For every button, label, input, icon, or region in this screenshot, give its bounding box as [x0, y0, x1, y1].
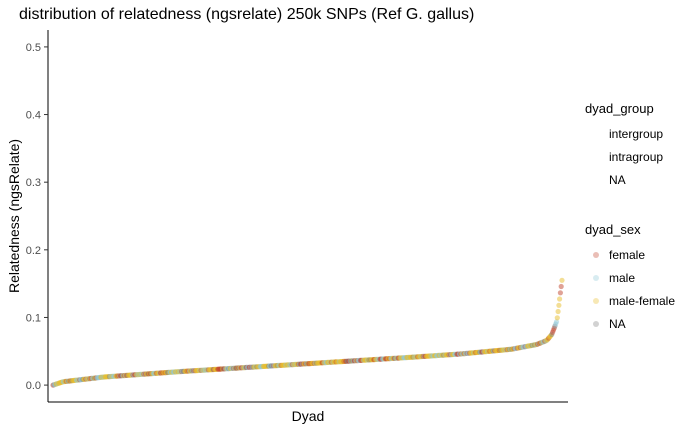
legend-label: male-female: [609, 293, 676, 308]
legend-dot-male: [593, 274, 599, 281]
chart-title: distribution of relatedness (ngsrelate) …: [19, 6, 475, 23]
legend-item: NA: [585, 168, 663, 191]
data-point: [554, 315, 560, 321]
y-axis-title: Relatedness (ngsRelate): [6, 139, 22, 293]
legend-key: [585, 169, 607, 191]
y-tick-label: 0.1: [26, 312, 41, 324]
data-point: [557, 290, 564, 296]
y-tick-label: 0.5: [26, 42, 41, 54]
legend-label: NA: [609, 172, 626, 187]
data-points: [50, 277, 565, 388]
legend-key: [585, 123, 607, 145]
data-point: [558, 283, 564, 290]
legend-label: male: [609, 270, 636, 285]
legend-label: female: [609, 247, 646, 262]
legend-item: intergroup: [585, 122, 663, 145]
data-point: [553, 319, 560, 325]
legend-dot-na: [593, 320, 599, 327]
y-tick-label: 0.2: [26, 245, 41, 257]
data-point: [559, 277, 565, 283]
legend-title: dyad_group: [585, 101, 654, 116]
legend-item: intragroup: [585, 145, 663, 168]
legend-label: intragroup: [609, 149, 664, 164]
legend-dyad-group: dyad_group intergroup intragroup NA: [585, 101, 663, 191]
legend-item: NA: [585, 312, 675, 335]
legend-key: [585, 244, 607, 266]
legend-title: dyad_sex: [585, 222, 641, 237]
legend-key: [585, 146, 607, 168]
legend-label: intergroup: [609, 126, 664, 141]
data-point: [555, 308, 561, 315]
legend-key: [585, 267, 607, 289]
data-point: [557, 296, 563, 302]
legend-key: [585, 313, 607, 335]
x-axis-title: Dyad: [292, 408, 325, 424]
data-point: [556, 302, 562, 308]
legend-dot-male-female: [593, 297, 599, 304]
y-axis-ticks: 0.0 0.1 0.2 0.3 0.4 0.5: [26, 42, 48, 392]
legend-dyad-sex: dyad_sex female male male-female NA: [585, 222, 675, 335]
legend-dot-female: [593, 251, 599, 258]
legend-label: NA: [609, 316, 626, 331]
y-tick-label: 0.4: [26, 110, 41, 122]
y-tick-label: 0.0: [26, 380, 41, 392]
legend-key: [585, 290, 607, 312]
legend-item: male: [585, 266, 675, 289]
y-tick-label: 0.3: [26, 177, 41, 189]
legend-item: female: [585, 243, 675, 266]
legend-item: male-female: [585, 289, 675, 312]
